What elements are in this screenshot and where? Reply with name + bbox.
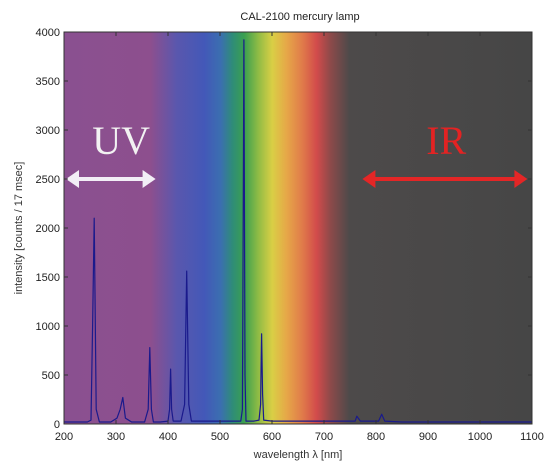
ir-arrow-head-left (362, 170, 376, 188)
y-tick-label: 1500 (36, 272, 60, 284)
annotation-layer: UV IR (66, 118, 528, 188)
series-layer (64, 39, 532, 423)
x-tick-label: 700 (315, 431, 333, 443)
uv-arrow-head-right (142, 170, 156, 188)
x-tick-label: 200 (55, 431, 73, 443)
spectrum-line (64, 39, 532, 423)
y-tick-label: 4000 (36, 27, 60, 39)
ir-arrow-head-right (514, 170, 528, 188)
y-tick-label: 1000 (36, 321, 60, 333)
y-tick-label: 3500 (36, 76, 60, 88)
y-tick-label: 500 (42, 370, 60, 382)
x-tick-label: 300 (107, 431, 125, 443)
ir-region-label: IR (426, 118, 466, 163)
chart-title: CAL-2100 mercury lamp (240, 11, 359, 23)
x-tick-label: 600 (263, 431, 281, 443)
x-tick-label: 400 (159, 431, 177, 443)
y-tick-label: 2500 (36, 174, 60, 186)
x-tick-label: 1000 (468, 431, 492, 443)
x-tick-label: 800 (367, 431, 385, 443)
spectrum-background (64, 32, 532, 424)
y-tick-label: 2000 (36, 223, 60, 235)
uv-region-label: UV (92, 118, 150, 163)
y-tick-label: 3000 (36, 125, 60, 137)
y-axis-ticks: 0 500 1000 1500 2000 2500 3000 3500 4000 (36, 27, 532, 431)
x-tick-label: 900 (419, 431, 437, 443)
x-axis-label: wavelength λ [nm] (253, 449, 343, 461)
x-tick-label: 1100 (520, 431, 544, 443)
y-axis-label: intensity [counts / 17 msec] (13, 162, 25, 295)
y-tick-label: 0 (54, 419, 60, 431)
x-tick-label: 500 (211, 431, 229, 443)
x-axis-ticks: 200 300 400 500 600 700 800 900 1000 1100 (55, 32, 544, 443)
uv-arrow-head-left (66, 170, 79, 188)
